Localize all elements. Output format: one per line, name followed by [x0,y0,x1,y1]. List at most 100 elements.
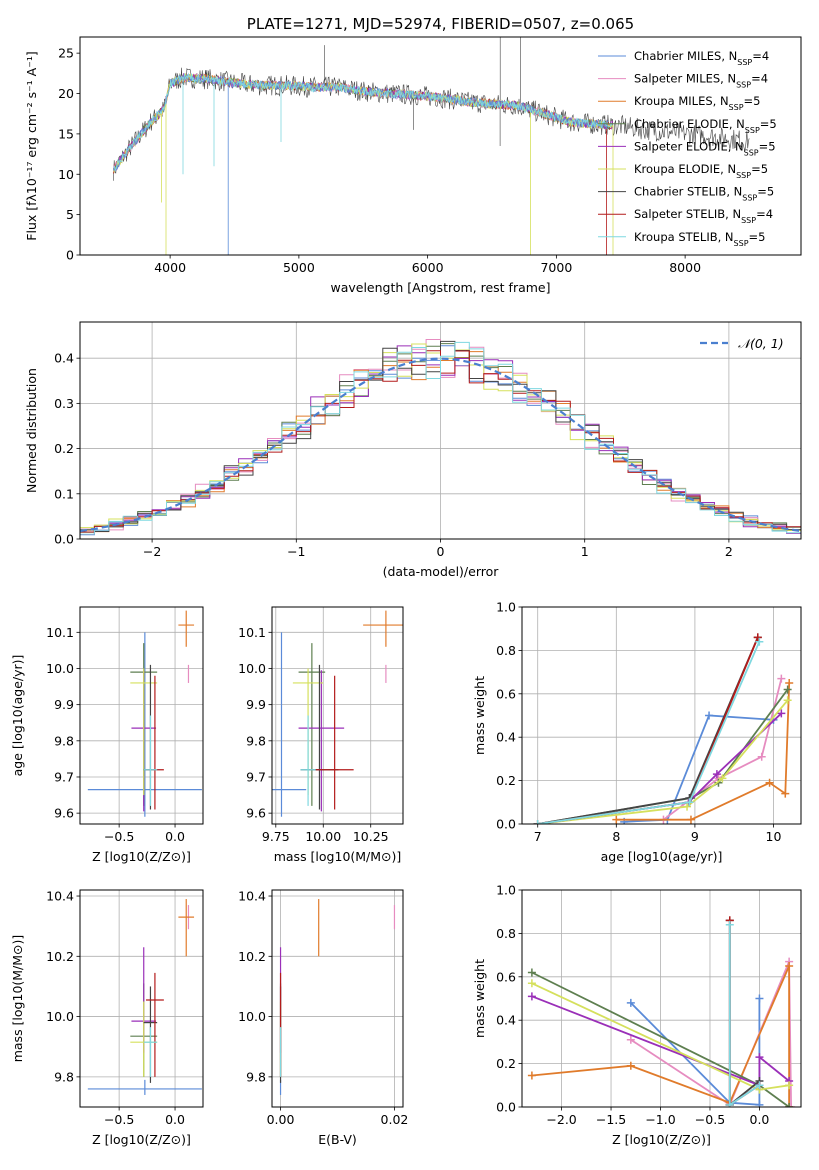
mass-vs-ebv-plot-area [279,899,396,1095]
weight-series-chabrier_miles [626,994,764,1107]
spectrum-panel: 4000 5000 6000 7000 8000 0 5 10 15 20 25 Chabrier M… [24,15,802,295]
weight-vs-Z-plot-area [527,916,796,1107]
y-tick-label: 10.2 [238,949,266,964]
weight-marker [785,678,794,687]
y-axis-label: mass [log10(M/M⊙)] [10,935,25,1063]
spectrum-plot-area [113,37,750,255]
y-tick-label: 0 [66,248,74,263]
weight-marker [533,820,542,824]
age-vs-Z-plot-area [87,610,202,817]
weight-marker [755,1100,764,1107]
weight-vs-age-plot-area [533,633,794,824]
axes-frame [79,606,204,825]
legend-label: Chabrier ELODIE, NSSP=5 [634,117,777,135]
errorbar-salpeter_stelib [315,675,354,810]
y-tick-label: 20 [58,86,74,101]
y-tick-label: 0.1 [54,486,74,501]
y-tick-label: 10.0 [46,1009,74,1024]
weight-line [624,714,774,823]
x-tick-label: 0.00 [267,1112,295,1127]
weight-marker [626,998,635,1007]
errorbar-salpeter_elodie [298,670,345,812]
weight-marker [753,633,762,642]
weight-vs-age-panel: 7 8 9 10 0.0 0.2 0.4 0.6 0.8 1.0 age [log10(age/yr… [472,600,802,864]
x-tick-label: −1.0 [645,1112,675,1127]
weight-line [537,699,789,824]
x-tick-label: 10.00 [305,829,341,844]
x-tick-label: 2 [725,544,733,559]
legend-label: Chabrier STELIB, NSSP=5 [634,185,774,203]
y-tick-label: 10.4 [46,889,74,904]
x-tick-label: −1.5 [596,1112,626,1127]
weight-marker [785,1081,794,1090]
x-axis-label: age [log10(age/yr)] [601,849,723,864]
y-tick-label: 0.2 [496,773,516,788]
y-tick-label: 25 [58,46,74,61]
x-tick-label: 0.02 [381,1112,409,1127]
weight-marker [686,815,695,824]
errorbar-kroupa_stelib [300,715,316,806]
weight-series-kroupa_miles [612,678,794,824]
weight-marker [527,979,536,988]
axes-frame [271,889,404,1108]
legend-label: Salpeter MILES, NSSP=4 [634,72,768,90]
weight-marker [785,961,794,970]
weight-marker [777,709,786,718]
x-tick-label: 0.0 [750,1112,770,1127]
y-tick-label: 0.6 [496,686,516,701]
legend-label: Salpeter STELIB, NSSP=4 [634,207,773,225]
age-vs-Z-panel: −0.5 0.0 9.6 9.7 9.8 9.9 10.0 10.1 Z [log10(Z/Z⊙… [10,606,204,864]
mass-vs-Z-panel: −0.5 0.0 9.8 10.0 10.2 10.4 Z [log10(Z/Z⊙)] mas… [10,889,204,1147]
spectrum-line-kroupa_stelib [113,72,613,175]
y-tick-label: 0.6 [496,969,516,984]
spectrum-line-kroupa_elodie [113,72,614,255]
x-tick-label: −0.5 [104,829,134,844]
age-vs-mass-plot-area [272,610,403,817]
errorbar-kroupa_elodie [130,668,158,796]
weight-series-kroupa_elodie [533,696,792,824]
y-tick-label: 10.1 [238,625,266,640]
x-tick-label: 4000 [154,260,186,275]
y-tick-label: 0.8 [496,926,516,941]
y-tick-label: 0.4 [496,730,516,745]
mass-vs-ebv-panel: 0.00 0.02 9.8 10.0 10.2 10.4 E(B-V) [238,889,408,1147]
chart-title: PLATE=1271, MJD=52974, FIBERID=0507, z=0… [247,15,634,33]
x-tick-label: 7000 [540,260,572,275]
x-tick-label: 10.25 [353,829,389,844]
axes-frame [521,889,802,1108]
x-axis-label: Z [log10(Z/Z⊙)] [612,1132,711,1147]
x-axis-label: (data-model)/error [383,564,500,579]
x-tick-label: 9.75 [262,829,290,844]
x-axis-label: Z [log10(Z/Z⊙)] [92,1132,191,1147]
y-tick-label: 0.4 [54,351,74,366]
axes-frame [79,321,802,540]
axes-frame [271,606,404,825]
weight-marker [683,802,692,811]
weight-marker [757,752,766,761]
spectrum-legend: Chabrier MILES, NSSP=4 Salpeter MILES, NS… [598,49,777,247]
y-tick-label: 0.2 [54,441,74,456]
errorbar-kroupa_stelib [143,1027,158,1077]
y-tick-label: 10 [58,167,74,182]
weight-marker [718,774,727,783]
axes-frame [79,36,802,256]
y-tick-label: 1.0 [496,883,516,898]
weight-marker [781,789,790,798]
y-tick-label: 15 [58,126,74,141]
spectrum-line-chabrier_stelib [113,37,750,181]
x-tick-label: −0.5 [104,1112,134,1127]
legend-label: Kroupa STELIB, NSSP=5 [634,230,765,248]
y-tick-label: 10.0 [238,661,266,676]
y-tick-label: 0.4 [496,1013,516,1028]
y-axis-label: mass weight [472,676,487,755]
x-axis-label: E(B-V) [318,1132,357,1147]
weight-marker [783,696,792,705]
x-tick-label: 9 [691,829,699,844]
y-tick-label: 0.2 [496,1056,516,1071]
legend-label: 𝒩(0, 1) [738,336,784,351]
y-tick-label: 9.6 [54,806,74,821]
weight-marker [712,770,721,779]
y-tick-label: 9.7 [54,769,74,784]
errorbar-chabrier_stelib [300,664,339,810]
